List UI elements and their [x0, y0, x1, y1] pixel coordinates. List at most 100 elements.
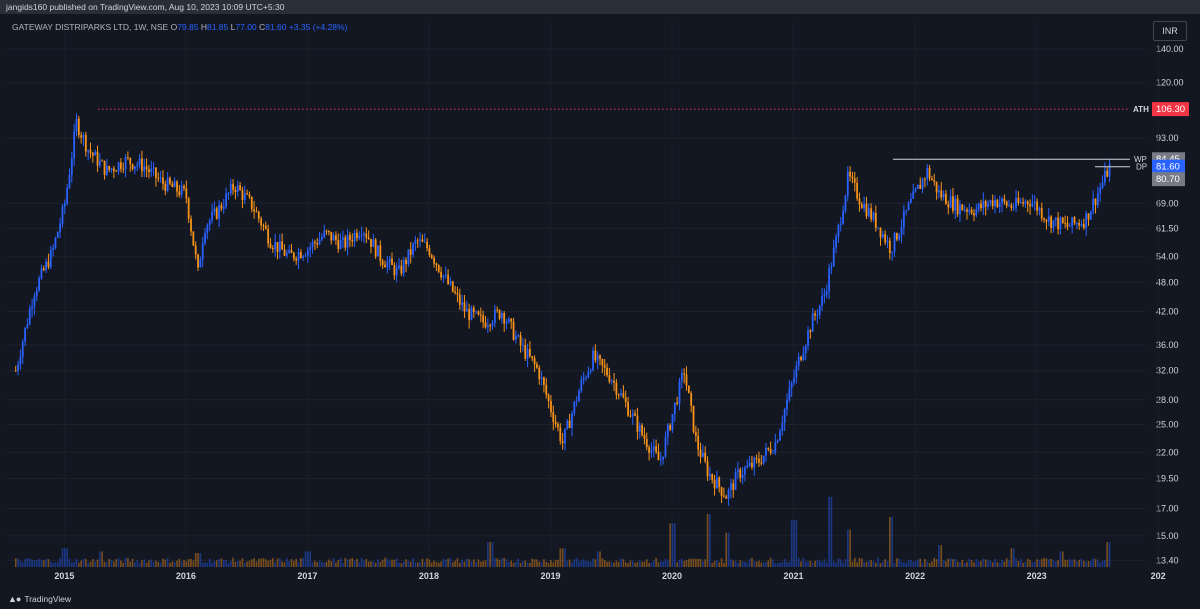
- volume-bar: [846, 529, 849, 567]
- volume-bar: [989, 560, 992, 567]
- candle-body: [451, 281, 454, 292]
- volume-bar: [501, 558, 503, 567]
- candle-body: [776, 440, 779, 443]
- candle-body: [498, 310, 501, 319]
- y-tick-label: 28.00: [1156, 395, 1179, 405]
- low-price-text: 80.70: [1156, 174, 1180, 185]
- volume-bar: [779, 562, 781, 567]
- candle-body: [297, 252, 300, 261]
- volume-bar: [398, 562, 400, 567]
- volume-bar: [945, 561, 947, 567]
- volume-bar: [844, 559, 847, 567]
- candle-body: [59, 223, 62, 233]
- candle-body: [1106, 170, 1109, 177]
- candle-body: [386, 262, 389, 268]
- candle-body: [676, 402, 679, 404]
- candle-body: [388, 258, 391, 263]
- volume-bar: [531, 558, 534, 567]
- candle-body: [1031, 202, 1034, 207]
- volume-bar: [765, 561, 767, 567]
- candle-body: [715, 477, 718, 489]
- candle-body: [582, 377, 585, 380]
- candle-body: [145, 166, 148, 170]
- volume-bar: [622, 559, 625, 567]
- candle-body: [332, 235, 335, 241]
- candle-body: [802, 353, 805, 360]
- volume-bar: [671, 523, 674, 567]
- currency-button[interactable]: INR: [1153, 21, 1187, 41]
- volume-bar: [152, 561, 155, 567]
- volume-bar: [1022, 562, 1024, 567]
- volume-bar: [926, 561, 929, 567]
- volume-bar: [332, 557, 335, 567]
- candle-body: [599, 355, 601, 359]
- volume-bar: [711, 562, 714, 567]
- candle-body: [856, 182, 859, 199]
- volume-bar: [800, 561, 802, 567]
- volume-bar: [246, 561, 248, 567]
- volume-bar: [433, 560, 435, 567]
- volume-bar: [157, 561, 160, 567]
- candle-body: [666, 425, 669, 437]
- candle-body: [351, 240, 354, 242]
- candle-body: [816, 314, 819, 316]
- dp-label: DP: [1136, 163, 1147, 172]
- candle-body: [414, 240, 417, 244]
- candle-body: [758, 458, 760, 463]
- candle-body: [213, 208, 216, 212]
- volume-bar: [559, 548, 562, 567]
- candle-body: [561, 441, 564, 444]
- volume-bar: [496, 558, 498, 567]
- candle-body: [634, 413, 636, 416]
- candle-body: [739, 469, 742, 478]
- volume-bar: [996, 562, 999, 567]
- candle-body: [42, 268, 45, 270]
- candle-body: [136, 164, 139, 167]
- candle-body: [206, 225, 209, 233]
- y-tick-label: 13.40: [1156, 555, 1179, 565]
- volume-bar: [131, 558, 134, 567]
- volume-bar: [388, 560, 391, 567]
- candle-body: [187, 198, 190, 219]
- volume-bar: [253, 557, 255, 567]
- candle-body: [519, 335, 522, 346]
- candle-body: [1085, 213, 1088, 228]
- candle-body: [1089, 211, 1092, 220]
- candle-body: [405, 259, 407, 265]
- low-value: 77.00: [235, 22, 257, 32]
- candle-body: [741, 474, 744, 478]
- candle-body: [1087, 213, 1090, 220]
- candle-body: [40, 268, 43, 279]
- candle-body: [823, 294, 826, 297]
- candle-body: [45, 261, 48, 270]
- volume-bar: [353, 560, 356, 567]
- open-value: 79.85: [177, 22, 199, 32]
- candle-body: [169, 177, 171, 184]
- candle-body: [797, 356, 800, 366]
- candle-body: [89, 150, 92, 154]
- volume-bar: [933, 557, 936, 567]
- candle-body: [846, 171, 849, 196]
- candle-body: [447, 274, 450, 284]
- volume-bar: [1005, 558, 1008, 567]
- volume-bar: [363, 560, 365, 567]
- candle-body: [753, 457, 756, 468]
- volume-bar: [1054, 561, 1057, 567]
- candle-body: [377, 245, 379, 257]
- volume-bar: [19, 560, 22, 567]
- volume-bar: [255, 561, 258, 567]
- y-tick-label: 140.00: [1156, 44, 1184, 54]
- volume-bar: [1104, 559, 1106, 567]
- volume-bar: [1092, 557, 1094, 567]
- price-chart[interactable]: 140.00 120.00 93.00 69.00 61.50 54.00 48.00 42.…: [0, 14, 1200, 589]
- candle-body: [423, 241, 426, 243]
- high-value: 81.85: [206, 22, 229, 32]
- tradingview-logo[interactable]: ▲● TradingView: [8, 594, 71, 604]
- candle-body: [942, 193, 945, 198]
- volume-bar: [414, 562, 417, 567]
- candle-body: [1026, 201, 1029, 205]
- volume-bar: [1012, 548, 1015, 567]
- candle-body: [148, 169, 150, 173]
- volume-bar: [858, 557, 861, 567]
- volume-bar: [959, 562, 961, 567]
